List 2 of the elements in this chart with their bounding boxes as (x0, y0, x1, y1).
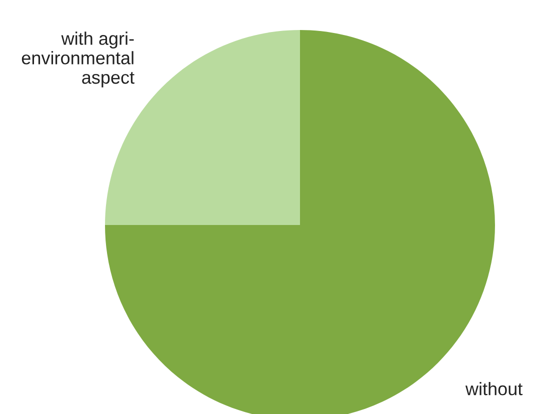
slice-label: without (465, 382, 523, 396)
slice-label: with agri- environmental aspect (22, 32, 134, 88)
